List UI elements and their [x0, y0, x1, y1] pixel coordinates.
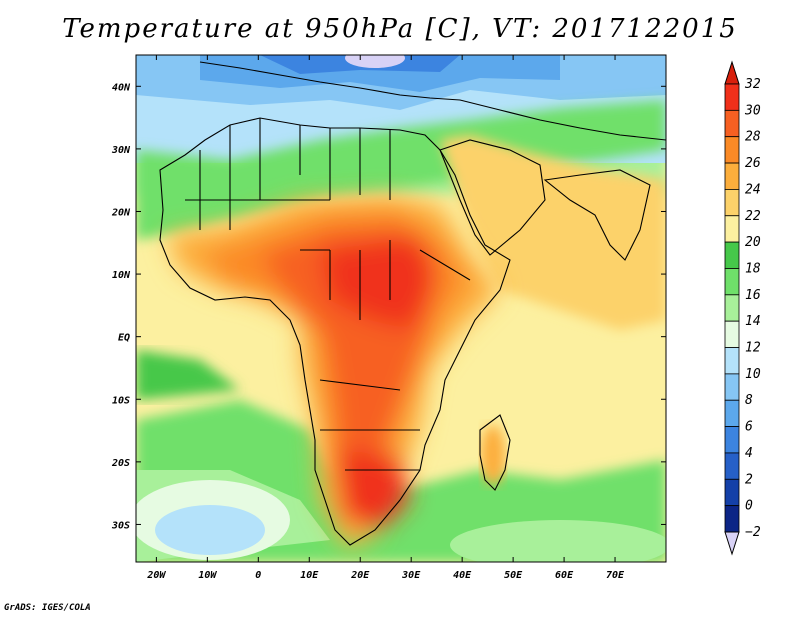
colorbar-bin [724, 136, 740, 164]
lon-tick-label: 0 [255, 570, 261, 581]
colorbar-bin [724, 268, 740, 296]
india-outline [543, 169, 651, 261]
lat-tick-label: 30S [111, 520, 130, 531]
colorbar-label: 12 [745, 341, 761, 356]
field-africa-warm [165, 195, 500, 548]
field-arabia [440, 135, 666, 330]
colorbar-label: 24 [745, 182, 761, 197]
colorbar-bin [724, 505, 740, 533]
colorbar-label: 2 [745, 472, 753, 487]
borders [185, 118, 471, 471]
lon-tick-label: 10E [300, 570, 319, 581]
field-madagascar [481, 425, 505, 485]
colorbar-top-arrow [724, 60, 740, 85]
colorbar-label: 18 [745, 261, 761, 276]
colorbar-bin [724, 189, 740, 217]
lat-tick-label: 20S [111, 458, 130, 469]
field-southeast-lightgreen [450, 520, 666, 562]
colorbar-label: 20 [745, 235, 761, 250]
madagascar-outline [479, 414, 511, 491]
lon-tick-label: 60E [555, 570, 574, 581]
lon-tick-label: 20E [350, 570, 370, 581]
colorbar-bin [724, 162, 740, 190]
colorbar-label: 8 [745, 393, 753, 408]
grads-credit: GrADS: IGES/COLA [4, 603, 91, 613]
colorbar-bin [724, 399, 740, 427]
lon-tick-label: 20W [146, 570, 166, 581]
colorbar-label: 10 [745, 367, 761, 382]
axis-ticks: 40N 30N 20N 10N EQ 10S 20S 30S 20W 10W 0 10E 20E 30E 4… [111, 55, 666, 581]
colorbar-label: 14 [745, 314, 761, 329]
colorbar-label: 22 [745, 209, 761, 224]
lat-tick-label: EQ [118, 333, 130, 344]
lon-tick-label: 10W [198, 570, 217, 581]
colorbar-bottom-arrow [724, 531, 740, 556]
lat-tick-label: 10S [112, 395, 130, 406]
north-coast [199, 61, 666, 141]
map-frame [135, 54, 667, 563]
colorbar-bin [724, 109, 740, 138]
colorbar-bin [724, 426, 740, 454]
colorbar-label: 30 [744, 103, 761, 118]
colorbar-label: 16 [745, 288, 761, 303]
colorbar-label: 26 [745, 156, 761, 171]
colorbar-label: −2 [745, 525, 761, 540]
map-title: Temperature at 950hPa [C], VT: 201712201… [62, 14, 738, 44]
lat-tick-label: 20N [111, 207, 131, 218]
colorbar-bin [724, 83, 740, 111]
field-south-lightblue [155, 505, 265, 555]
lat-tick-label: 30N [111, 145, 131, 156]
colorbar-bin [724, 347, 740, 375]
temperature-field [136, 55, 666, 562]
colorbar-bin [724, 373, 740, 401]
lon-tick-label: 50E [504, 570, 523, 581]
lon-tick-label: 40E [453, 570, 472, 581]
field-south-atlantic-green [136, 350, 240, 400]
africa-outline [159, 117, 511, 546]
colorbar-bin [724, 241, 740, 269]
colorbar-bin [724, 320, 740, 348]
colorbar-bin [724, 215, 740, 243]
lon-tick-label: 30E [401, 570, 421, 581]
colorbar-label: 4 [745, 446, 753, 461]
field-subtropic-green [136, 100, 666, 240]
lon-tick-label: 70E [606, 570, 625, 581]
coastlines [159, 61, 666, 546]
lat-tick-label: 40N [112, 82, 131, 93]
colorbar-label: 28 [745, 130, 761, 145]
colorbar-label: 6 [745, 420, 753, 435]
colorbar-bin [724, 478, 740, 507]
colorbar-bin [724, 294, 740, 322]
colorbar-bin [724, 452, 740, 480]
colorbar-label: 0 [745, 499, 753, 514]
arabia-outline [439, 139, 546, 256]
colorbar-label: 32 [744, 77, 761, 92]
field-cold-spot [345, 55, 405, 68]
lat-tick-label: 10N [112, 270, 131, 281]
